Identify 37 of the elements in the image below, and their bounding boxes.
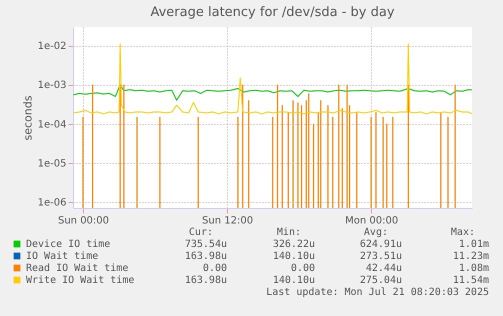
text: 163.98u — [184, 251, 227, 262]
text: 273.51u — [360, 251, 402, 262]
chart-title: Average latency for /dev/sda - by day — [150, 5, 395, 20]
text: 140.10u — [272, 275, 315, 286]
text: 0.00 — [202, 263, 227, 274]
x-tick-label: Sun 00:00 — [58, 216, 110, 226]
y-tick-label: 1e-05 — [38, 158, 66, 170]
y-tick-label: 1e-03 — [38, 80, 66, 92]
text: 42.44u — [366, 263, 402, 274]
text: 275.04u — [360, 275, 402, 286]
y-tick-label: 1e-02 — [38, 41, 66, 52]
legend-label: Read IO Wait time — [26, 263, 128, 274]
line-series — [72, 44, 472, 114]
text: 735.54u — [184, 239, 227, 250]
line-series — [72, 84, 472, 101]
text: 0.00 — [290, 263, 315, 274]
text: 11.54m — [452, 275, 489, 286]
text: Avg: — [364, 227, 388, 238]
text: Max: — [450, 227, 475, 238]
text: 624.91u — [360, 239, 402, 250]
x-tick-label: Sun 12:00 — [202, 216, 254, 226]
legend-label: Device IO time — [26, 239, 110, 250]
text: Min: — [276, 227, 301, 238]
text: 11.23m — [452, 251, 489, 262]
text: 1.08m — [458, 263, 489, 274]
legend-label: Write IO Wait time — [26, 275, 134, 286]
y-tick-label: 1e-04 — [38, 119, 66, 130]
y-tick-label: 1e-06 — [38, 197, 66, 208]
text: Last update: Mon Jul 21 08:20:03 2025 — [266, 287, 489, 298]
y-axis-title: seconds — [22, 95, 35, 140]
x-tick-label: Mon 00:00 — [345, 216, 398, 226]
text: 140.10u — [272, 251, 315, 262]
legend-label: IO Wait time — [26, 251, 98, 262]
text: Cur: — [188, 227, 213, 238]
text: 326.22u — [272, 239, 315, 250]
text: 1.01m — [458, 239, 489, 250]
text: 163.98u — [184, 275, 227, 286]
